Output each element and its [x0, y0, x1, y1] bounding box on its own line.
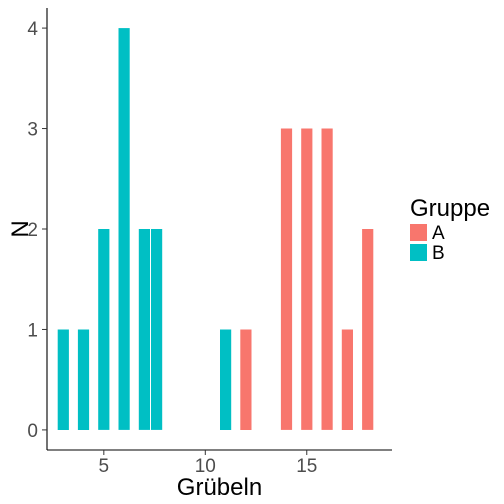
bar-b — [139, 229, 150, 430]
bars-layer — [58, 28, 374, 430]
bar-a — [342, 330, 353, 431]
y-axis-title: N — [7, 220, 34, 237]
legend-key-a — [410, 224, 427, 241]
legend-label-b: B — [432, 243, 445, 264]
y-tick-label: 3 — [27, 120, 38, 141]
bar-a — [362, 229, 373, 430]
bar-b — [220, 330, 231, 431]
bar-b — [151, 229, 162, 430]
legend-key-b — [410, 244, 427, 261]
y-tick-label: 0 — [27, 421, 38, 442]
x-tick-label: 5 — [99, 456, 110, 477]
x-axis-ticks: 5 10 15 — [99, 450, 318, 477]
bar-b — [119, 28, 130, 430]
legend-title: Gruppe — [410, 195, 490, 222]
bar-a — [240, 330, 251, 431]
bar-a — [322, 129, 333, 430]
bar-a — [301, 129, 312, 430]
y-tick-label: 4 — [27, 19, 38, 40]
bar-b — [98, 229, 109, 430]
legend-label-a: A — [432, 223, 445, 244]
legend-items: AB — [410, 223, 445, 264]
y-tick-label: 1 — [27, 320, 38, 341]
bar-b — [78, 330, 89, 431]
x-tick-label: 15 — [296, 456, 317, 477]
x-axis-title: Grübeln — [177, 474, 262, 501]
bar-a — [281, 129, 292, 430]
legend: Gruppe AB — [410, 195, 490, 264]
bar-b — [58, 330, 69, 431]
